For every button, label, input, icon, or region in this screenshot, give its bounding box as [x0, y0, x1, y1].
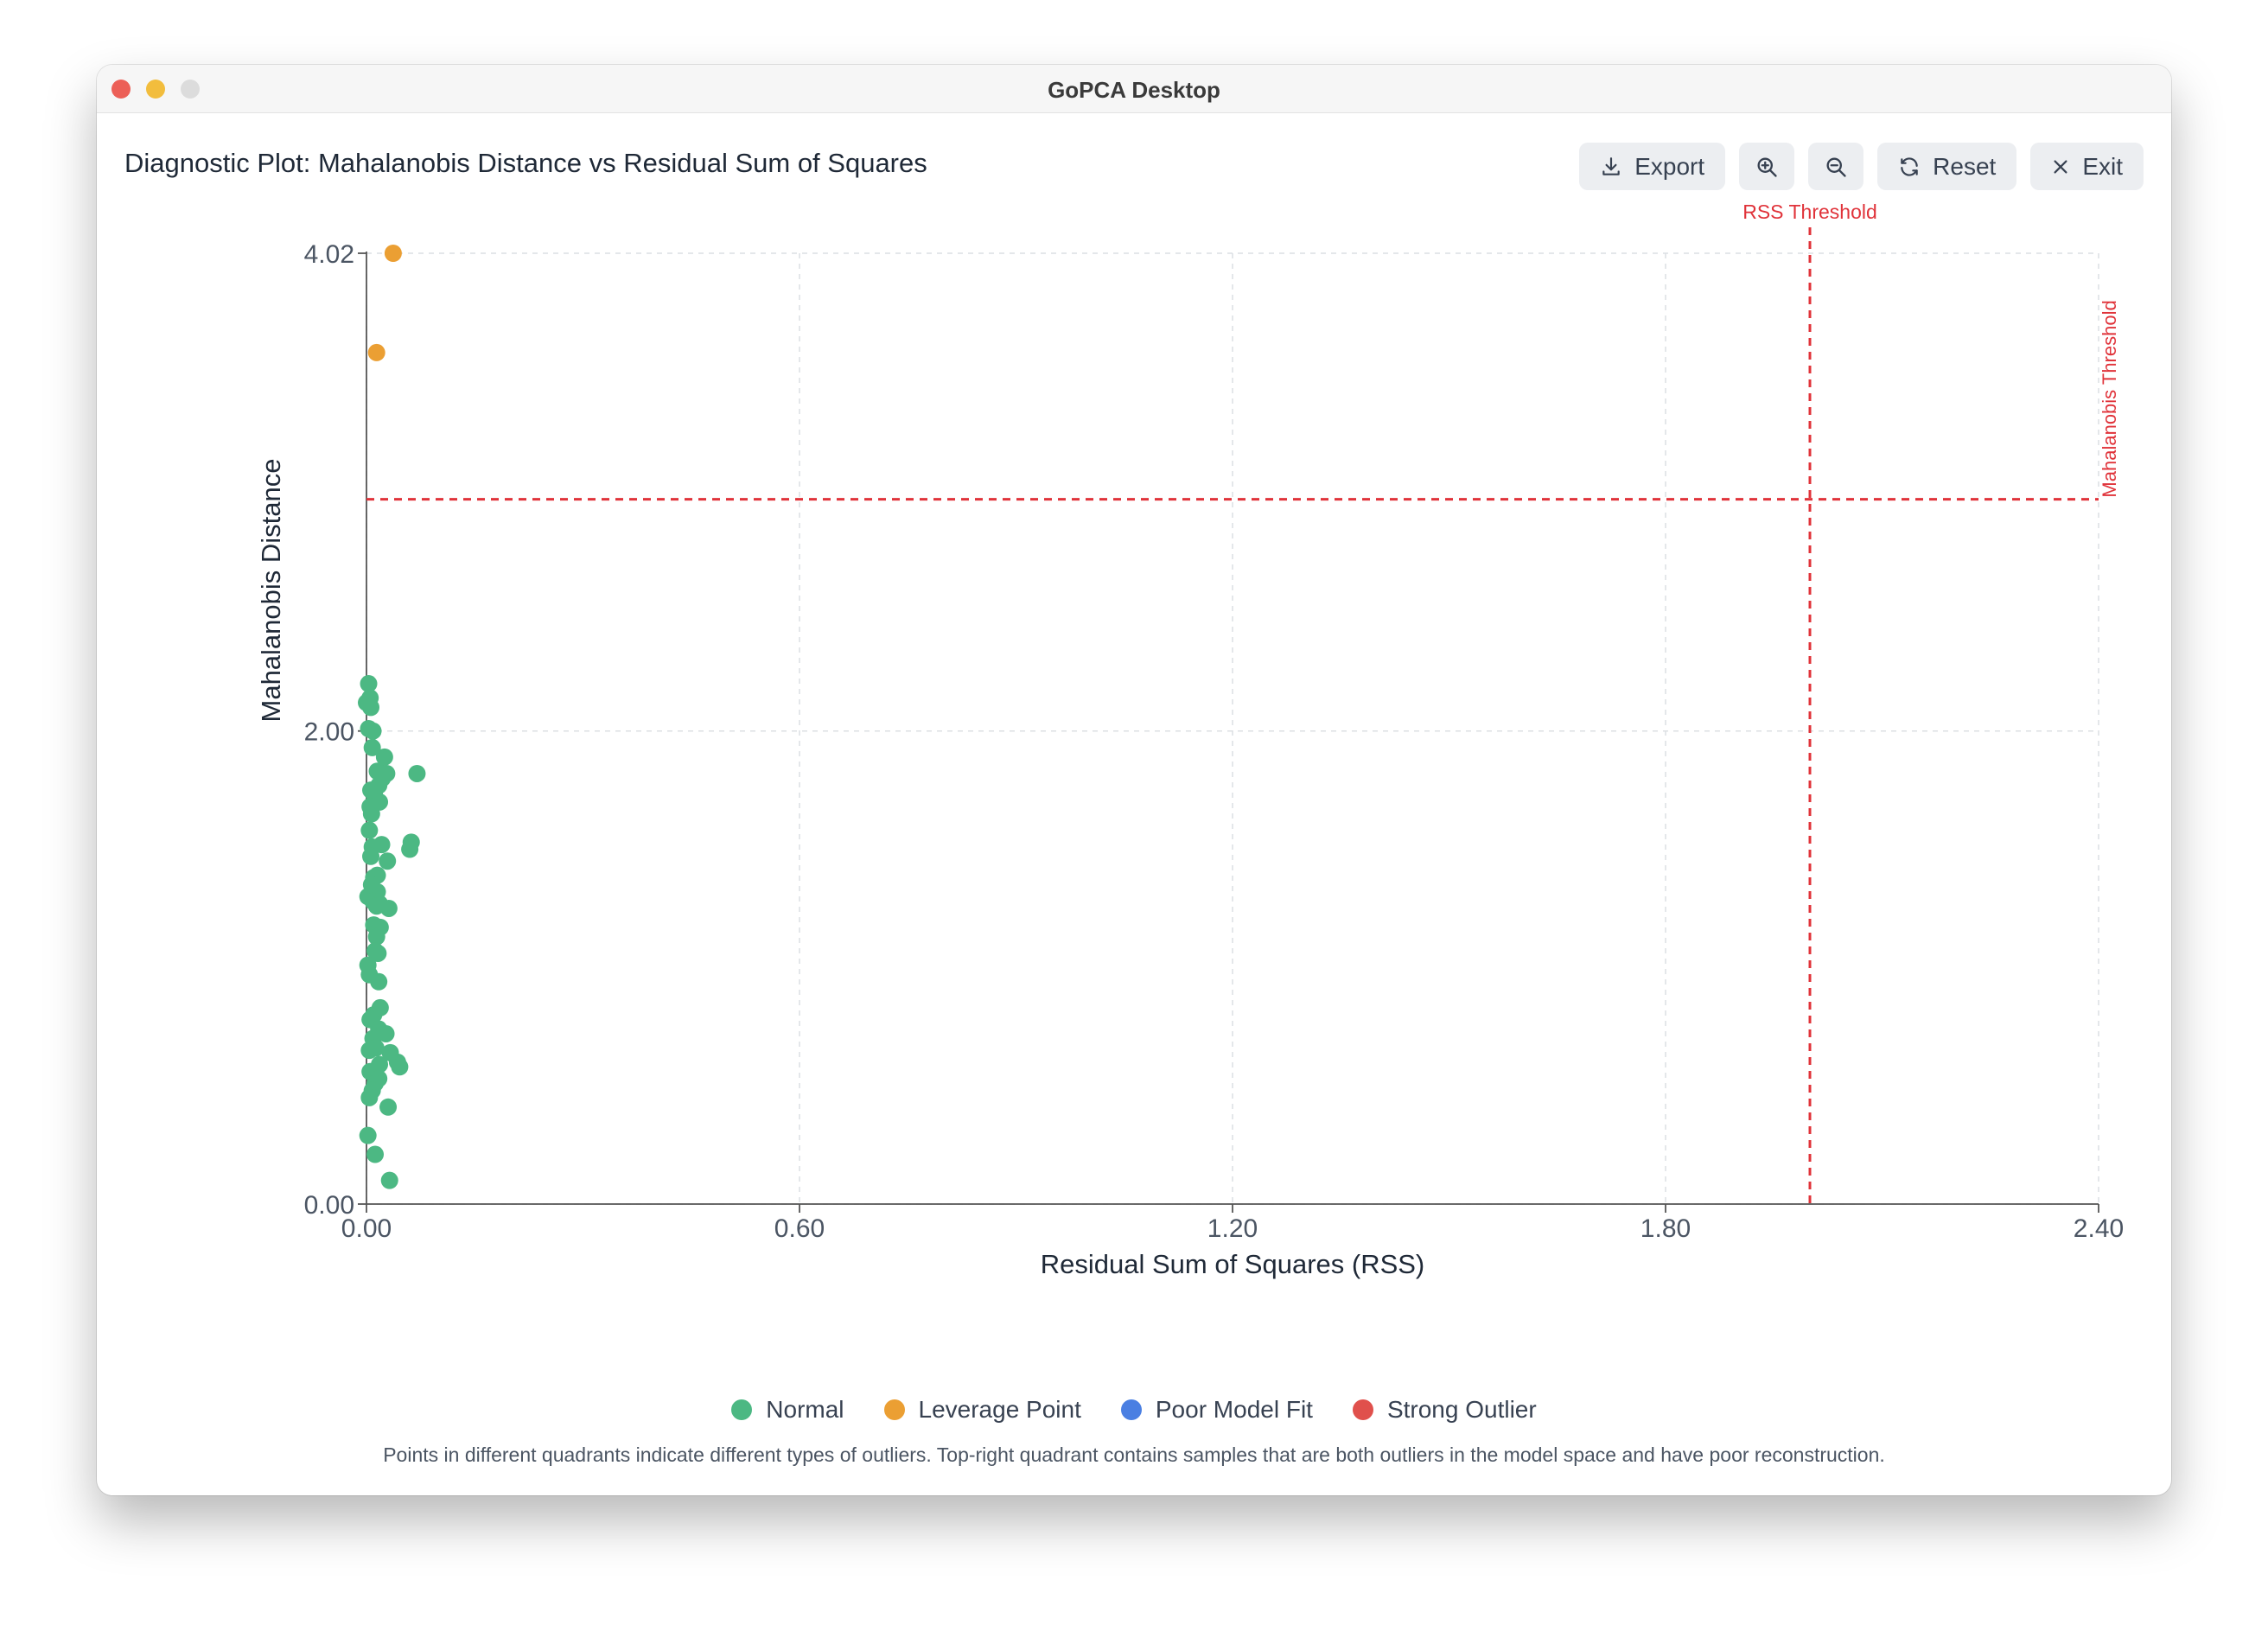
- data-point-normal: [391, 1058, 409, 1076]
- y-tick-label: 4.02: [304, 240, 354, 269]
- legend-item-leverage-point[interactable]: Leverage Point: [883, 1396, 1081, 1424]
- legend-swatch: [731, 1399, 753, 1420]
- zoom-out-icon: [1826, 157, 1846, 177]
- close-icon: [2054, 159, 2067, 174]
- zoom-in-button[interactable]: [1739, 143, 1795, 190]
- mahalanobis-threshold-label: Mahalanobis Threshold: [2099, 300, 2120, 497]
- reset-label: Reset: [1933, 152, 1997, 180]
- refresh-icon: [1901, 156, 1918, 176]
- y-tick-label: 2.00: [304, 718, 354, 747]
- exit-button[interactable]: Exit: [2030, 143, 2144, 190]
- chart-legend: Normal Leverage Point Poor Model Fit Str…: [97, 1396, 2171, 1424]
- data-point-normal: [360, 675, 378, 693]
- data-point-normal: [370, 972, 388, 991]
- zoom-out-button[interactable]: [1808, 143, 1864, 190]
- legend-label: Normal: [766, 1396, 844, 1423]
- maximize-window-button[interactable]: [181, 80, 200, 99]
- window-title: GoPCA Desktop: [1048, 77, 1220, 103]
- download-icon: [1602, 156, 1620, 175]
- legend-label: Strong Outlier: [1386, 1396, 1537, 1423]
- data-point-normal: [363, 738, 381, 756]
- x-tick-label: 1.80: [1640, 1214, 1691, 1243]
- legend-label: Poor Model Fit: [1155, 1396, 1313, 1423]
- legend-swatch: [883, 1399, 905, 1420]
- data-point-normal: [408, 764, 426, 782]
- x-tick-label: 0.00: [341, 1214, 392, 1243]
- exit-label: Exit: [2082, 152, 2123, 180]
- data-point-normal: [401, 840, 419, 858]
- data-point-normal: [360, 1088, 379, 1106]
- data-point-leverage-point: [367, 343, 385, 361]
- data-point-normal: [362, 847, 380, 865]
- data-point-normal: [369, 944, 387, 962]
- export-button[interactable]: Export: [1579, 143, 1726, 190]
- rss-threshold-label: RSS Threshold: [1742, 201, 1877, 223]
- close-window-button[interactable]: [111, 80, 131, 99]
- data-point-normal: [360, 821, 379, 839]
- data-point-normal: [366, 1145, 385, 1163]
- x-tick-label: 2.40: [2074, 1214, 2124, 1243]
- title-bar: GoPCA Desktop: [97, 65, 2171, 113]
- data-point-normal: [367, 897, 385, 915]
- data-point-normal: [359, 1126, 377, 1144]
- diagnostic-scatter-chart: 0.00 0.60 1.20 1.80 2.40 0.00 2.00 4.02 Residual…: [256, 201, 2124, 1279]
- legend-swatch: [1120, 1399, 1142, 1420]
- export-label: Export: [1634, 152, 1705, 180]
- legend-item-strong-outlier[interactable]: Strong Outlier: [1352, 1396, 1537, 1424]
- data-point-normal: [377, 1024, 395, 1042]
- reset-button[interactable]: Reset: [1877, 143, 2017, 190]
- data-point-normal: [380, 1171, 398, 1189]
- y-axis-title: Mahalanobis Distance: [256, 458, 286, 722]
- data-point-normal: [360, 1042, 379, 1060]
- legend-swatch: [1352, 1399, 1373, 1420]
- legend-label: Leverage Point: [918, 1396, 1081, 1423]
- data-point-normal: [375, 748, 393, 766]
- legend-item-poor-model-fit[interactable]: Poor Model Fit: [1120, 1396, 1313, 1424]
- chart-caption: Points in different quadrants indicate d…: [383, 1443, 1885, 1466]
- app-window: GoPCA Desktop Diagnostic Plot: Mahalanob…: [97, 65, 2171, 1495]
- x-tick-label: 1.20: [1207, 1214, 1258, 1243]
- plot-title: Diagnostic Plot: Mahalanobis Distance vs…: [124, 148, 927, 178]
- data-point-normal: [364, 722, 382, 740]
- legend-item-normal[interactable]: Normal: [731, 1396, 844, 1424]
- data-point-normal: [362, 698, 380, 717]
- data-point-normal: [367, 927, 385, 946]
- minimize-window-button[interactable]: [146, 80, 165, 99]
- data-point-normal: [379, 1098, 398, 1116]
- y-tick-label: 0.00: [304, 1191, 354, 1220]
- data-point-normal: [362, 805, 380, 823]
- x-tick-label: 0.60: [774, 1214, 825, 1243]
- data-point-normal: [379, 852, 397, 870]
- data-point-leverage-point: [384, 245, 402, 262]
- toolbar: Export Reset Exit: [1579, 143, 2144, 190]
- zoom-in-icon: [1757, 157, 1777, 177]
- x-axis-title: Residual Sum of Squares (RSS): [1041, 1249, 1425, 1279]
